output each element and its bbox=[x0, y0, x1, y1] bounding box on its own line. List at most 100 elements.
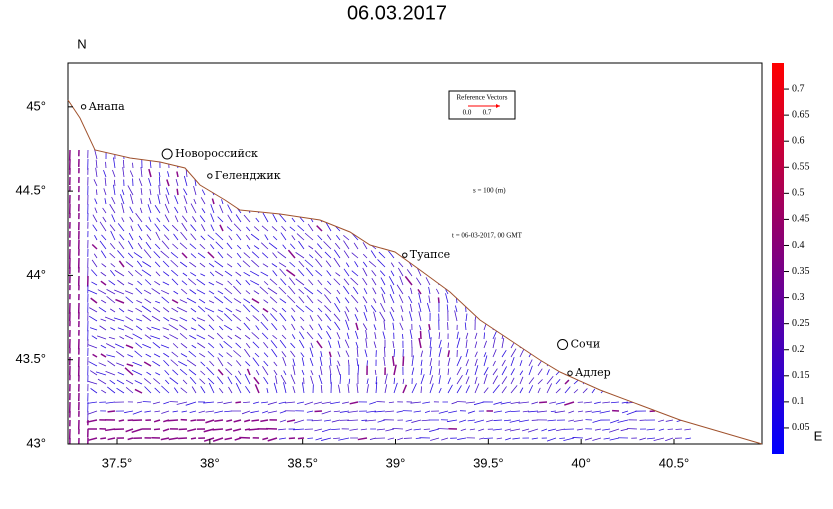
vector bbox=[461, 150, 467, 160]
vector bbox=[397, 243, 404, 250]
vector bbox=[519, 387, 524, 394]
vector bbox=[272, 235, 278, 241]
vector bbox=[406, 204, 413, 214]
vector bbox=[271, 307, 278, 313]
vector bbox=[105, 401, 116, 404]
vector bbox=[447, 384, 453, 394]
vector bbox=[328, 153, 332, 160]
vector bbox=[426, 142, 431, 151]
vector bbox=[377, 419, 386, 423]
vector bbox=[164, 369, 170, 376]
vector bbox=[273, 382, 278, 394]
vector bbox=[626, 169, 629, 178]
vector bbox=[172, 243, 179, 250]
vector bbox=[553, 187, 557, 196]
vector bbox=[681, 296, 688, 304]
vector bbox=[92, 224, 98, 232]
vector bbox=[217, 290, 224, 295]
vector bbox=[235, 214, 242, 223]
vector bbox=[510, 368, 515, 376]
vector bbox=[243, 322, 251, 331]
vector bbox=[279, 437, 287, 440]
vector bbox=[347, 410, 359, 413]
vector bbox=[525, 188, 530, 196]
vector bbox=[621, 410, 629, 414]
vector bbox=[338, 384, 341, 394]
vector bbox=[162, 327, 170, 331]
vector bbox=[430, 437, 440, 441]
vector bbox=[283, 370, 287, 376]
vector bbox=[423, 428, 431, 430]
vector bbox=[140, 188, 143, 196]
vector bbox=[456, 366, 462, 376]
vector bbox=[352, 223, 359, 232]
vector bbox=[498, 198, 503, 205]
vector bbox=[218, 387, 224, 394]
vector bbox=[419, 325, 422, 331]
vector bbox=[323, 419, 332, 422]
vector bbox=[320, 351, 323, 358]
vector bbox=[383, 140, 386, 151]
vector bbox=[609, 249, 614, 259]
vector bbox=[88, 437, 98, 441]
vector bbox=[474, 358, 478, 367]
vector bbox=[134, 350, 143, 358]
vector bbox=[441, 437, 449, 441]
vector bbox=[501, 322, 504, 331]
vector bbox=[435, 266, 440, 277]
vector bbox=[591, 298, 596, 304]
vector bbox=[537, 257, 540, 268]
vector bbox=[289, 226, 296, 232]
vector bbox=[429, 358, 433, 367]
vector bbox=[145, 241, 152, 250]
vector bbox=[326, 270, 332, 277]
vector bbox=[321, 428, 332, 433]
vector bbox=[224, 313, 233, 322]
vector bbox=[464, 322, 467, 331]
vector bbox=[522, 177, 530, 187]
vector bbox=[503, 419, 512, 422]
vector bbox=[455, 288, 458, 295]
vector bbox=[690, 317, 697, 322]
vector bbox=[152, 342, 161, 349]
vector bbox=[112, 169, 116, 178]
vector bbox=[645, 222, 648, 232]
vector bbox=[510, 410, 521, 413]
vector bbox=[510, 343, 515, 349]
vector bbox=[690, 215, 694, 223]
vector bbox=[391, 151, 395, 160]
vector bbox=[113, 184, 116, 196]
vector bbox=[561, 223, 566, 232]
vector bbox=[672, 186, 675, 196]
vector bbox=[308, 195, 314, 205]
vector bbox=[293, 419, 305, 424]
vector bbox=[438, 375, 441, 385]
vector bbox=[390, 306, 395, 313]
vector bbox=[508, 267, 512, 277]
vector bbox=[508, 197, 512, 205]
vector bbox=[89, 370, 98, 376]
vector bbox=[609, 333, 616, 340]
vector bbox=[306, 295, 314, 304]
vector bbox=[635, 194, 638, 205]
coastline bbox=[67, 99, 763, 445]
vector bbox=[652, 177, 656, 187]
vector bbox=[645, 297, 650, 304]
vector bbox=[681, 321, 690, 331]
vector bbox=[399, 179, 404, 187]
vector bbox=[594, 401, 602, 404]
vector bbox=[510, 303, 515, 313]
vector bbox=[301, 369, 305, 376]
vector bbox=[200, 361, 206, 367]
vector bbox=[262, 263, 269, 268]
vector bbox=[496, 158, 503, 169]
vector bbox=[636, 298, 641, 304]
vector bbox=[217, 216, 224, 223]
vector bbox=[546, 341, 550, 349]
x-tick-label: 38.5° bbox=[287, 455, 318, 470]
vector bbox=[165, 187, 170, 196]
vector bbox=[663, 351, 670, 358]
vector bbox=[553, 171, 557, 178]
vector bbox=[672, 204, 675, 214]
vector bbox=[456, 355, 462, 367]
